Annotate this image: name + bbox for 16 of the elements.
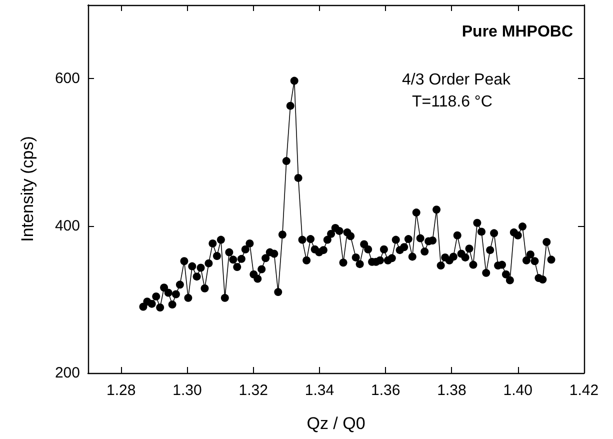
y-tick-label: 400	[54, 217, 80, 234]
y-tick-label: 200	[54, 364, 80, 382]
y-axis-title: Intensity (cps)	[18, 136, 37, 242]
x-tick-label: 1.32	[238, 382, 268, 399]
x-tick-label: 1.34	[304, 382, 334, 399]
annotation: Pure MHPOBC	[462, 24, 574, 40]
x-axis-title: Qz / Q0	[306, 414, 366, 433]
annotation: T=118.6 °C	[412, 94, 492, 110]
x-tick-label: 1.38	[437, 382, 466, 399]
x-tick-label: 1.30	[172, 382, 202, 399]
x-tick-label: 1.40	[503, 382, 532, 399]
y-tick-label: 600	[54, 70, 80, 88]
x-tick-label: 1.28	[106, 382, 136, 399]
x-tick-label: 1.36	[371, 382, 400, 399]
x-tick-label: 1.42	[569, 382, 599, 399]
annotation: 4/3 Order Peak	[402, 72, 512, 88]
